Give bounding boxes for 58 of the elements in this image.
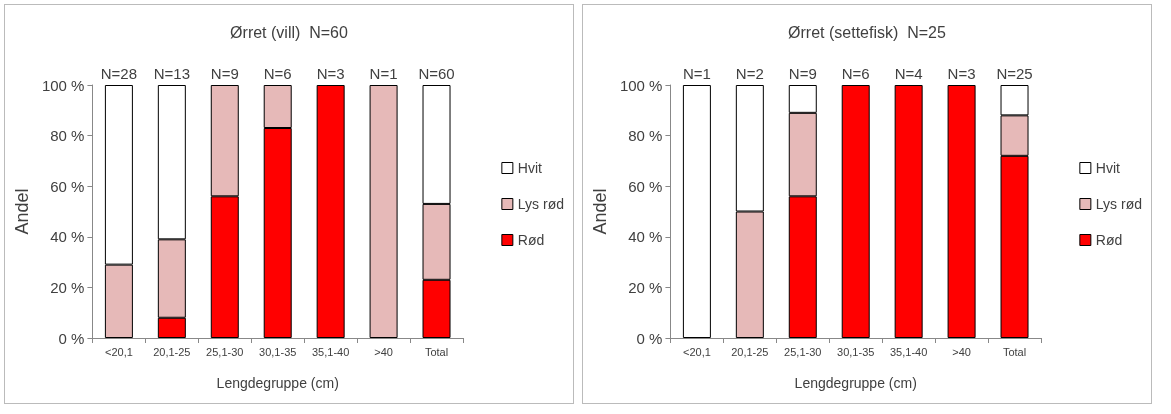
y-tick-label: 20 % bbox=[50, 278, 85, 296]
x-tick-label: <20,1 bbox=[682, 345, 711, 358]
y-tick-label: 0 % bbox=[58, 329, 85, 347]
y-tick-label: 80 % bbox=[50, 127, 85, 145]
annotation: N=13 bbox=[153, 65, 190, 82]
x-tick-label: Total bbox=[424, 345, 449, 358]
annotation: N=1 bbox=[682, 65, 711, 82]
annotation: N=25 bbox=[996, 65, 1033, 82]
y-axis-title: Andel bbox=[590, 188, 610, 235]
bar bbox=[841, 85, 870, 338]
annotation: N=6 bbox=[841, 65, 870, 82]
annotation: N=9 bbox=[210, 65, 239, 82]
legend-label: Lys rød bbox=[517, 196, 564, 212]
y-axis-title: Andel bbox=[12, 188, 32, 235]
annotation: N=1 bbox=[369, 65, 398, 82]
legend-label: Hvit bbox=[517, 160, 543, 176]
y-tick-label: 60 % bbox=[628, 177, 663, 195]
y-tick-label: 100 % bbox=[619, 76, 663, 94]
bar bbox=[369, 85, 398, 338]
legend-label: Rød bbox=[517, 232, 545, 248]
x-tick-label: 20,1-25 bbox=[153, 345, 191, 358]
annotation: N=3 bbox=[947, 65, 976, 82]
x-tick-label: Total bbox=[1002, 345, 1027, 358]
y-tick-label: 0 % bbox=[636, 329, 663, 347]
x-tick-label: 35,1-40 bbox=[890, 345, 928, 358]
bar bbox=[682, 85, 711, 338]
legend-label: Hvit bbox=[1095, 160, 1121, 176]
y-tick-label: 20 % bbox=[628, 278, 663, 296]
y-tick-label: 40 % bbox=[50, 228, 85, 246]
x-tick-label: >40 bbox=[952, 345, 971, 358]
annotation: N=28 bbox=[100, 65, 138, 82]
annotation: N=9 bbox=[788, 65, 817, 82]
x-tick-label: 30,1-35 bbox=[259, 345, 297, 358]
annotation: N=3 bbox=[316, 65, 345, 82]
annotation: N=60 bbox=[418, 65, 455, 82]
y-tick-label: 80 % bbox=[628, 127, 663, 145]
x-tick-label: >40 bbox=[374, 345, 393, 358]
legend-label: Rød bbox=[1095, 232, 1123, 248]
x-tick-label: 30,1-35 bbox=[837, 345, 875, 358]
x-axis-title: Lengdegruppe (cm) bbox=[794, 375, 917, 391]
annotation: N=4 bbox=[894, 65, 923, 82]
x-axis-title: Lengdegruppe (cm) bbox=[216, 375, 339, 391]
x-tick-label: 25,1-30 bbox=[784, 345, 822, 358]
annotation: N=2 bbox=[735, 65, 764, 82]
y-tick-label: 100 % bbox=[41, 76, 85, 94]
annotation: N=6 bbox=[263, 65, 292, 82]
bar bbox=[894, 85, 923, 338]
legend-label: Lys rød bbox=[1095, 196, 1142, 212]
x-tick-label: 35,1-40 bbox=[312, 345, 350, 358]
bar bbox=[947, 85, 976, 338]
chart-title: Ørret (settefisk) N=25 bbox=[788, 23, 947, 41]
bar bbox=[316, 85, 345, 338]
x-tick-label: 20,1-25 bbox=[731, 345, 769, 358]
chart-title: Ørret (vill) N=60 bbox=[230, 23, 348, 41]
y-tick-label: 60 % bbox=[50, 177, 85, 195]
x-tick-label: <20,1 bbox=[104, 345, 133, 358]
x-tick-label: 25,1-30 bbox=[206, 345, 244, 358]
y-tick-label: 40 % bbox=[628, 228, 663, 246]
